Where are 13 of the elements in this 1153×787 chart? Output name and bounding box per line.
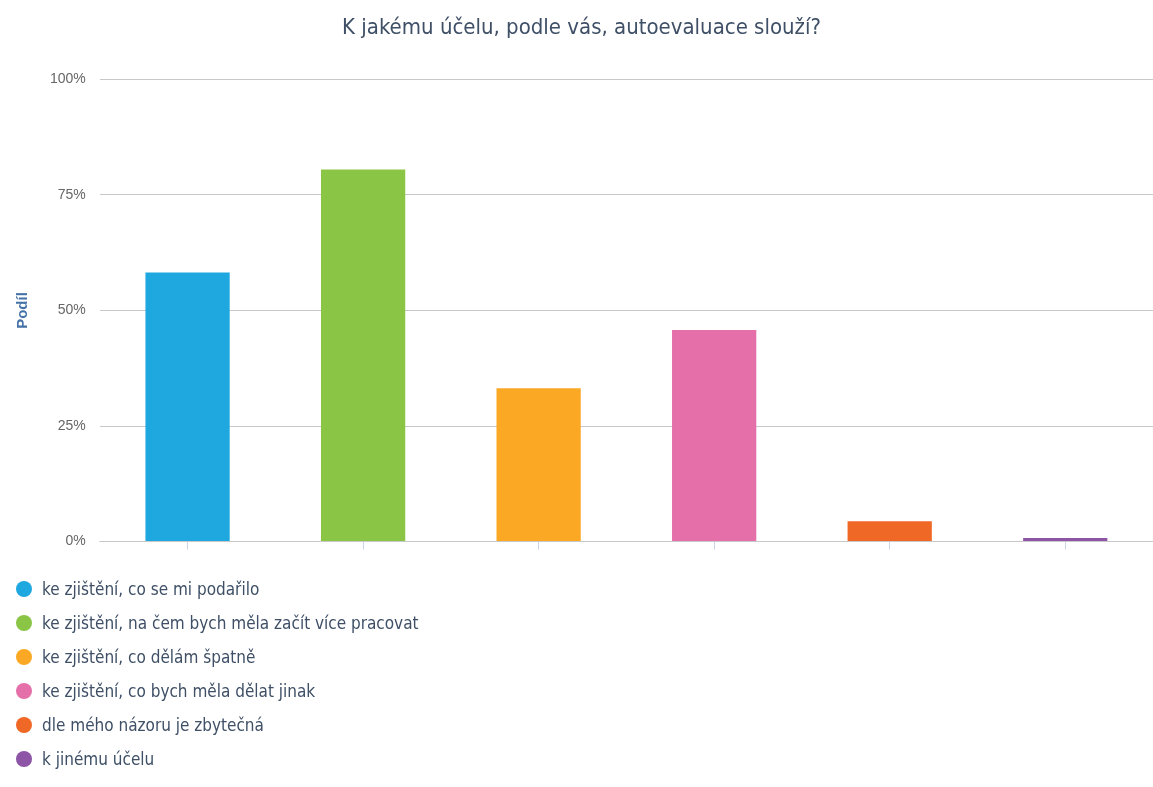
y-tick-label: 0% — [65, 532, 86, 549]
chart-title: K jakému účelu, podle vás, autoevaluace slouží? — [342, 13, 821, 39]
legend-label: ke zjištění, co se mi podařilo — [42, 579, 260, 599]
y-tick-label: 100% — [49, 70, 86, 87]
legend-label: ke zjištění, na čem bych měla začít více pracovat — [42, 613, 419, 633]
y-tick-label: 75% — [57, 185, 86, 202]
legend-label: k jinému účelu — [42, 749, 155, 769]
legend-label: dle mého názoru je zbytečná — [42, 715, 264, 735]
legend-label: ke zjištění, co bych měla dělat jinak — [42, 681, 316, 701]
y-tick-label: 50% — [57, 301, 86, 318]
y-tick-label: 25% — [57, 416, 86, 433]
legend-label: ke zjištění, co dělám špatně — [42, 647, 256, 667]
y-axis-title: Podíl — [13, 292, 31, 329]
